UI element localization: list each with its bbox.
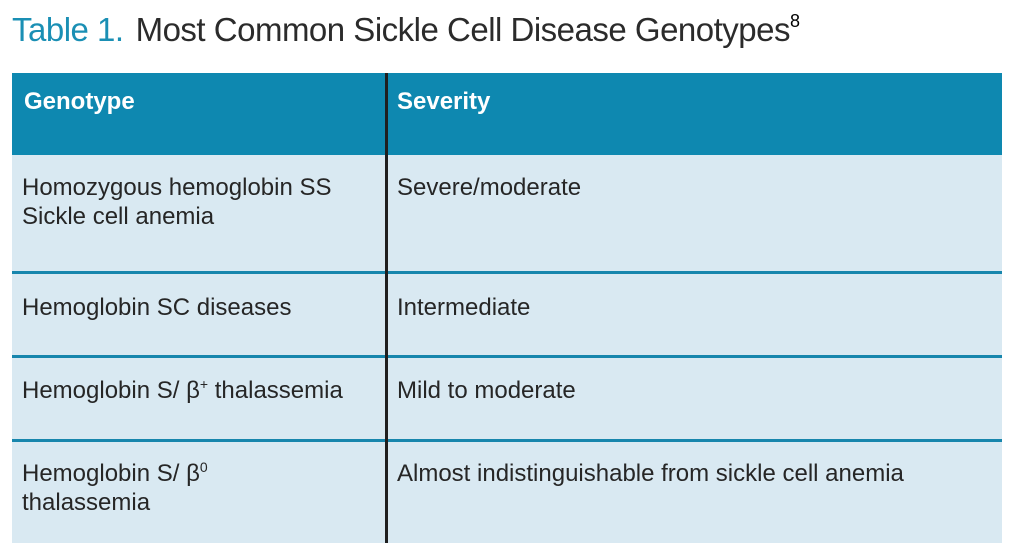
row-1-genotype-line2: Sickle cell anemia	[22, 203, 215, 230]
row-4-genotype-line2: thalassemia	[22, 489, 151, 516]
row-4-genotype-line1: Hemoglobin S/ β0	[22, 459, 208, 488]
table-title-text: Most Common Sickle Cell Disease Genotype…	[135, 11, 791, 48]
header-genotype: Genotype	[24, 88, 135, 115]
row-divider-1	[12, 271, 1002, 274]
row-1-genotype-line1: Homozygous hemoglobin SS	[22, 174, 332, 201]
row-1-genotype: Homozygous hemoglobin SS Sickle cell ane…	[22, 173, 332, 231]
header-severity: Severity	[397, 88, 491, 115]
column-divider	[385, 73, 388, 543]
reference-superscript: 8	[790, 11, 800, 31]
row-divider-3	[12, 439, 1002, 442]
row-4-genotype-sup: 0	[199, 459, 208, 475]
row-3-genotype-suffix: thalassemia	[208, 377, 343, 404]
row-4-severity: Almost indistinguishable from sickle cel…	[397, 460, 904, 487]
row-2-genotype: Hemoglobin SC diseases	[22, 294, 292, 321]
row-2-severity: Intermediate	[397, 294, 531, 321]
row-3-genotype-prefix: Hemoglobin S/ β	[22, 377, 200, 404]
row-4-genotype: Hemoglobin S/ β0 thalassemia	[22, 459, 208, 517]
table-header-row: Genotype Severity	[12, 73, 1002, 155]
row-1-severity: Severe/moderate	[397, 174, 582, 201]
row-3-genotype: Hemoglobin S/ β+ thalassemia	[22, 376, 343, 405]
row-divider-2	[12, 355, 1002, 358]
table-number-label: Table 1.	[12, 11, 124, 48]
table-title: Table 1. Most Common Sickle Cell Disease …	[12, 8, 800, 52]
row-4-genotype-prefix: Hemoglobin S/ β	[22, 460, 200, 487]
row-3-severity: Mild to moderate	[397, 377, 576, 404]
genotype-table: Genotype Severity Homozygous hemoglobin …	[12, 73, 1002, 543]
row-3-genotype-sup: +	[199, 376, 209, 392]
